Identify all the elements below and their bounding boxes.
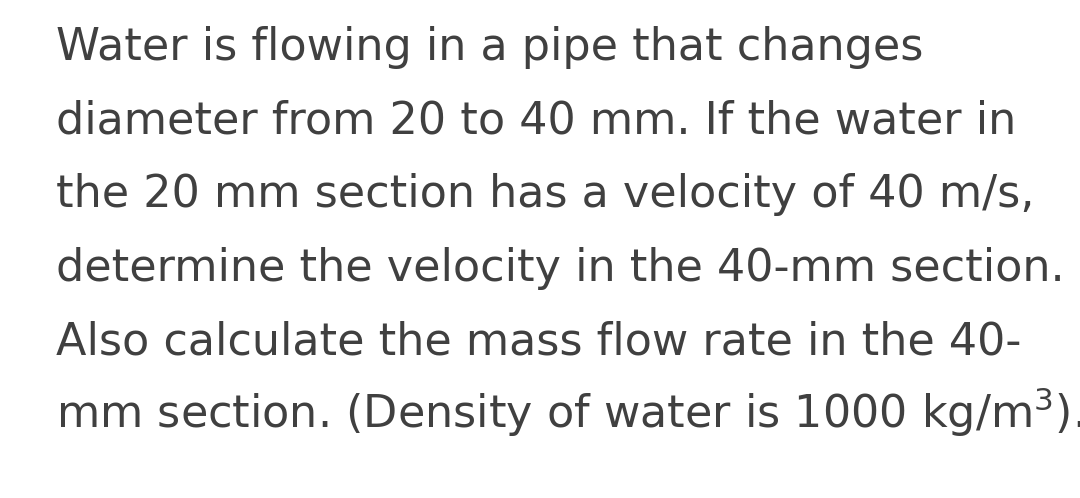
Text: mm section. (Density of water is 1000 kg/m$^{3}$).: mm section. (Density of water is 1000 kg… — [56, 385, 1080, 439]
Text: Also calculate the mass flow rate in the 40-: Also calculate the mass flow rate in the… — [56, 321, 1022, 364]
Text: the 20 mm section has a velocity of 40 m/s,: the 20 mm section has a velocity of 40 m… — [56, 173, 1035, 216]
Text: Water is flowing in a pipe that changes: Water is flowing in a pipe that changes — [56, 26, 923, 69]
Text: diameter from 20 to 40 mm. If the water in: diameter from 20 to 40 mm. If the water … — [56, 100, 1016, 142]
Text: determine the velocity in the 40-mm section.: determine the velocity in the 40-mm sect… — [56, 247, 1065, 290]
